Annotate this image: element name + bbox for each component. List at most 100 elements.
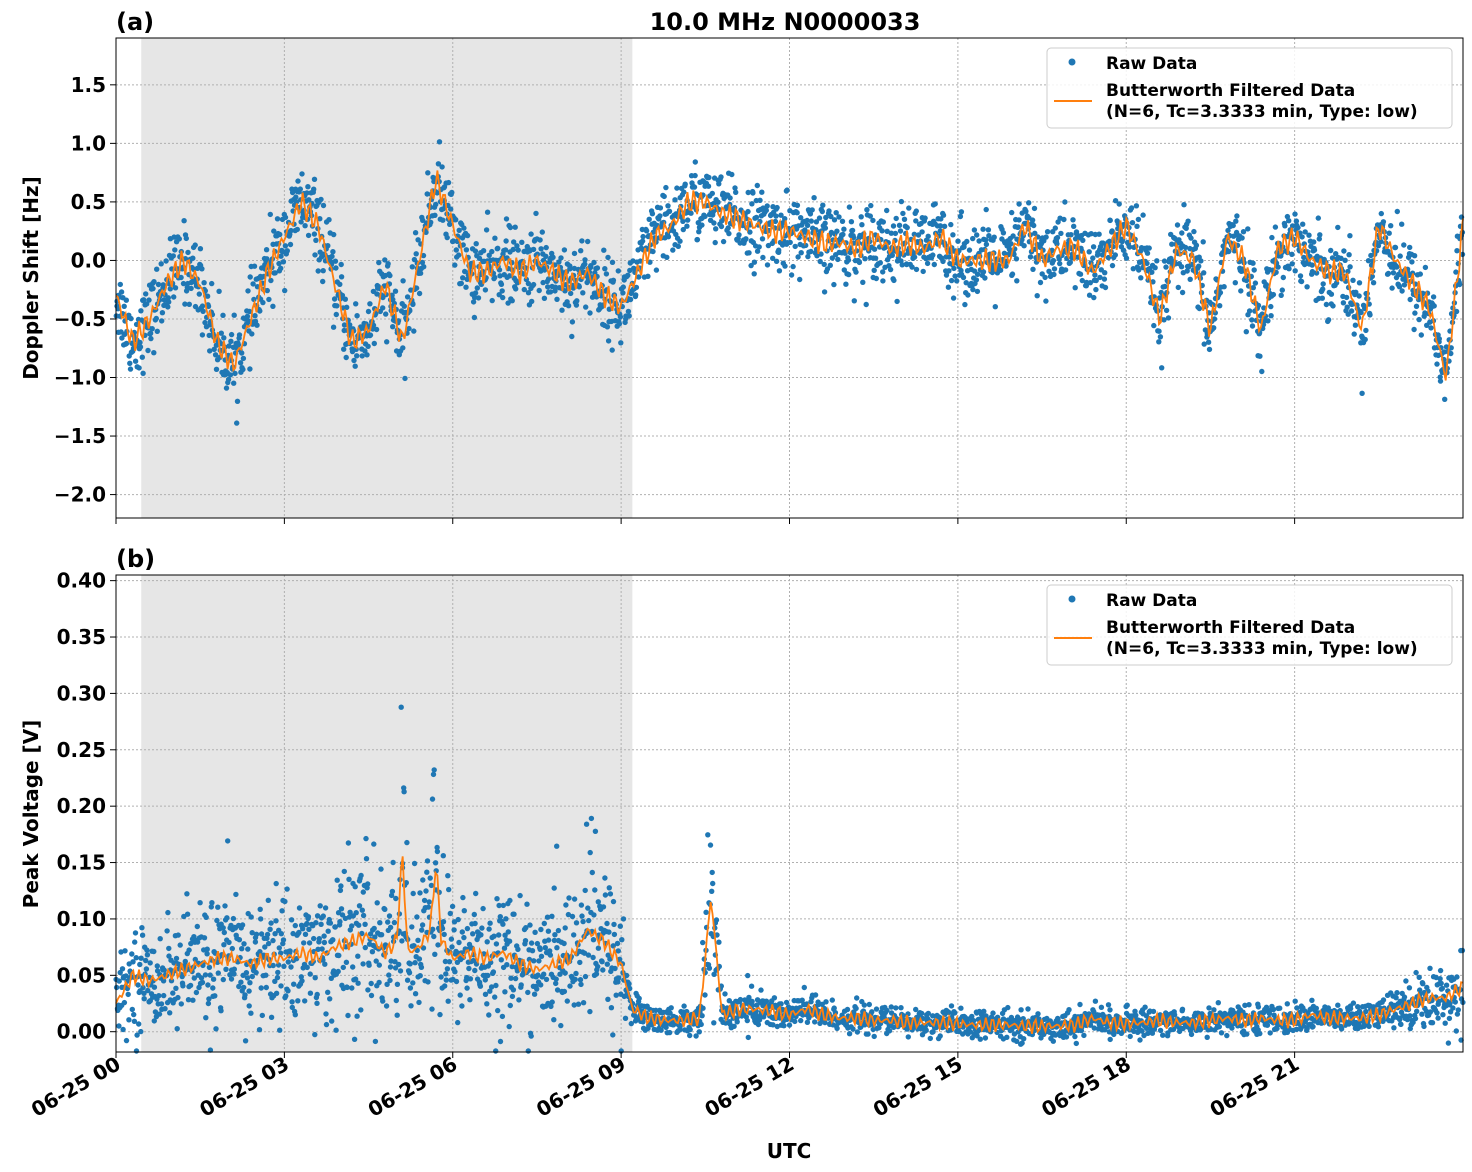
- raw-data-point: [554, 945, 560, 951]
- raw-data-point: [675, 243, 681, 249]
- raw-data-point: [457, 992, 463, 998]
- raw-data-point: [705, 832, 711, 838]
- raw-data-point: [853, 1005, 859, 1012]
- raw-data-point: [931, 261, 937, 268]
- raw-data-point: [446, 959, 453, 965]
- raw-data-point: [1027, 254, 1034, 260]
- raw-data-point: [583, 304, 589, 310]
- raw-data-point: [997, 267, 1004, 273]
- raw-data-point: [1009, 271, 1016, 277]
- raw-data-point: [177, 942, 183, 948]
- raw-data-point: [755, 1021, 762, 1028]
- raw-data-point: [302, 931, 309, 937]
- raw-data-point: [129, 951, 135, 957]
- panel-a-label: (a): [116, 8, 154, 36]
- raw-data-point: [867, 213, 873, 219]
- raw-data-point: [1098, 1004, 1105, 1010]
- raw-data-point: [141, 297, 147, 303]
- raw-data-point: [1107, 217, 1113, 224]
- raw-data-point: [204, 293, 211, 299]
- raw-data-point: [231, 971, 237, 977]
- raw-data-point: [173, 955, 180, 962]
- raw-data-point: [911, 231, 917, 237]
- raw-data-point: [496, 267, 503, 273]
- raw-data-point: [831, 1005, 837, 1011]
- raw-data-point: [1442, 396, 1448, 402]
- raw-data-point: [192, 242, 198, 248]
- raw-data-point: [137, 961, 143, 968]
- raw-data-point: [1298, 278, 1305, 285]
- raw-data-point: [687, 1032, 693, 1039]
- raw-data-point: [377, 920, 383, 926]
- raw-data-point: [273, 990, 280, 996]
- raw-data-point: [186, 301, 192, 307]
- raw-data-point: [266, 296, 272, 303]
- raw-data-point: [199, 979, 206, 986]
- raw-data-point: [435, 942, 441, 948]
- raw-data-point: [808, 248, 814, 255]
- raw-data-point: [282, 898, 288, 905]
- raw-data-point: [158, 1001, 165, 1007]
- raw-data-point: [966, 247, 973, 253]
- raw-data-point: [243, 970, 250, 976]
- raw-data-point: [320, 278, 326, 285]
- raw-data-point: [353, 346, 359, 352]
- raw-data-point: [335, 968, 341, 975]
- raw-data-point: [948, 277, 955, 284]
- raw-data-point: [445, 873, 451, 879]
- raw-data-point: [495, 1007, 501, 1014]
- raw-data-point: [278, 983, 284, 989]
- raw-data-point: [197, 246, 204, 252]
- raw-data-point: [823, 999, 829, 1005]
- raw-data-point: [151, 984, 158, 990]
- raw-data-point: [870, 217, 876, 224]
- raw-data-point: [139, 925, 145, 931]
- raw-data-point: [244, 313, 251, 320]
- raw-data-point: [132, 930, 139, 936]
- raw-data-point: [184, 911, 191, 917]
- raw-data-point: [500, 921, 506, 927]
- raw-data-point: [313, 237, 319, 243]
- raw-data-point: [321, 933, 327, 939]
- raw-data-point: [639, 238, 646, 244]
- raw-data-point: [1050, 257, 1057, 264]
- raw-data-point: [893, 1005, 899, 1011]
- raw-data-point: [743, 236, 749, 242]
- raw-data-point: [991, 234, 997, 240]
- raw-data-point: [334, 877, 340, 883]
- raw-data-point: [263, 972, 269, 978]
- raw-data-point: [711, 220, 717, 226]
- raw-data-point: [1130, 266, 1137, 272]
- raw-data-point: [512, 224, 518, 230]
- raw-data-point: [1257, 353, 1263, 359]
- raw-data-point: [164, 928, 170, 934]
- raw-data-point: [354, 313, 360, 319]
- raw-data-point: [345, 1012, 351, 1019]
- raw-data-point: [681, 1003, 687, 1009]
- raw-data-point: [551, 885, 557, 891]
- raw-data-point: [284, 248, 290, 254]
- raw-data-point: [314, 991, 320, 998]
- raw-data-point: [1188, 235, 1194, 241]
- raw-data-point: [517, 892, 523, 899]
- raw-data-point: [549, 999, 555, 1005]
- raw-data-point: [734, 1019, 740, 1025]
- raw-data-point: [543, 253, 549, 259]
- raw-data-point: [692, 159, 698, 165]
- raw-data-point: [576, 284, 582, 290]
- raw-data-point: [1123, 255, 1130, 261]
- raw-data-point: [577, 977, 584, 983]
- raw-data-point: [900, 210, 906, 217]
- raw-data-point: [666, 208, 673, 214]
- raw-data-point: [591, 259, 597, 266]
- raw-data-point: [118, 289, 125, 295]
- raw-data-point: [421, 264, 427, 270]
- raw-data-point: [913, 208, 919, 214]
- raw-data-point: [650, 248, 656, 255]
- raw-data-point: [1175, 284, 1182, 291]
- raw-data-point: [1295, 224, 1301, 231]
- raw-data-point: [1097, 274, 1103, 281]
- raw-data-point: [534, 986, 540, 992]
- raw-data-point: [937, 223, 944, 229]
- raw-data-point: [497, 914, 503, 920]
